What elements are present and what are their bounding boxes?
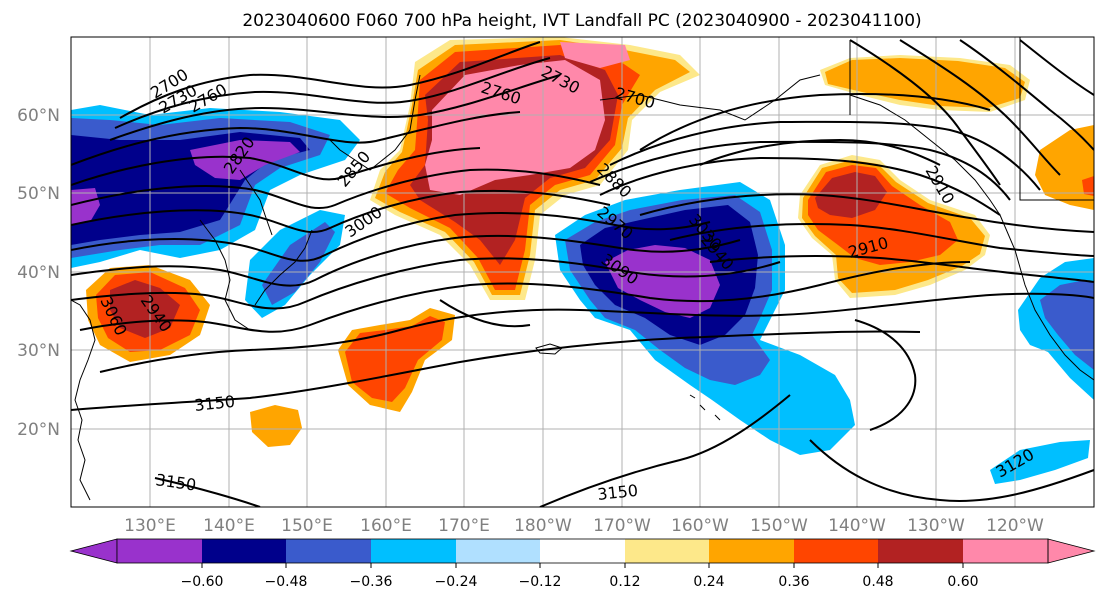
lon-label: 150°W	[750, 516, 808, 536]
colorbar-segment	[540, 539, 625, 563]
colorbar-segment	[286, 539, 371, 563]
colorbar-tick-label: −0.48	[265, 574, 308, 590]
lon-label: 120°W	[986, 516, 1044, 536]
colorbar-tick-label: −0.60	[181, 574, 224, 590]
colorbar-tick-label: 0.48	[862, 574, 893, 590]
lat-label: 50°N	[17, 184, 60, 204]
anomaly-ne-orange-2	[1035, 125, 1094, 210]
map-frame	[70, 36, 1095, 508]
colorbar-extend-min	[69, 538, 118, 564]
anomaly-se-blue	[1040, 280, 1094, 370]
colorbar-segment	[371, 539, 456, 563]
lon-label: 180°W	[514, 516, 572, 536]
coastlines	[71, 37, 1094, 501]
lon-label: 130°W	[907, 516, 965, 536]
colorbar-frame	[116, 538, 1049, 564]
anomaly-small-orange-1	[250, 405, 302, 447]
colorbar-ticks	[201, 563, 964, 568]
lon-label: 170°E	[438, 516, 490, 536]
colorbar-segment	[878, 539, 963, 563]
lon-label: 140°E	[203, 516, 255, 536]
contour-label: 3150	[596, 481, 638, 504]
colorbar-tick-label: 0.60	[947, 574, 978, 590]
longitude-labels: 130°E 140°E 150°E 160°E 170°E 180°W 170°…	[124, 516, 1044, 536]
anomaly-west-purple	[190, 140, 300, 180]
colorbar-tick-label: −0.12	[519, 574, 562, 590]
lon-label: 160°E	[360, 516, 412, 536]
lon-label: 170°W	[593, 516, 651, 536]
lon-label: 160°W	[671, 516, 729, 536]
figure-title: 2023040600 F060 700 hPa height, IVT Land…	[242, 11, 921, 31]
colorbar-segment	[202, 539, 286, 563]
latitude-labels: 60°N 50°N 40°N 30°N 20°N	[17, 106, 60, 440]
colorbar-segment	[625, 539, 709, 563]
lon-label: 140°W	[828, 516, 886, 536]
colorbar-extend-max	[1047, 538, 1096, 564]
lon-label: 130°E	[124, 516, 176, 536]
lon-label: 150°E	[281, 516, 333, 536]
lat-label: 60°N	[17, 106, 60, 126]
colorbar-segment	[456, 539, 540, 563]
anomaly-east-darkred	[815, 172, 887, 218]
colorbar-tick-label: −0.24	[435, 574, 478, 590]
anomaly-north-pink-2	[560, 42, 630, 68]
lat-label: 40°N	[17, 263, 60, 283]
colorbar-tick-label: −0.36	[350, 574, 393, 590]
colorbar-segment	[963, 539, 1048, 563]
anomaly-west-purple-2	[71, 188, 100, 225]
anomaly-ne-orange	[825, 58, 1025, 108]
anomaly-ne-redorange	[1082, 176, 1094, 196]
colorbar-tick-label: 0.24	[693, 574, 724, 590]
colorbar-tick-label: 0.36	[778, 574, 809, 590]
colorbar: −0.60 −0.48 −0.36 −0.24 −0.12 0.12 0.24 …	[69, 538, 1096, 590]
colorbar-segment	[794, 539, 878, 563]
lat-label: 30°N	[17, 341, 60, 361]
colorbar-segment	[117, 539, 202, 563]
colorbar-segment	[709, 539, 794, 563]
colorbar-tick-label: 0.12	[609, 574, 640, 590]
anomaly-east-purple	[605, 245, 720, 318]
anomaly-north-pink	[425, 60, 605, 195]
map-panel: 2700 2730 2760 2820 2850 3000 2940 3060 …	[70, 36, 1095, 508]
lat-label: 20°N	[17, 420, 60, 440]
height-contours	[71, 39, 1094, 507]
contour-label: 3150	[193, 392, 235, 415]
